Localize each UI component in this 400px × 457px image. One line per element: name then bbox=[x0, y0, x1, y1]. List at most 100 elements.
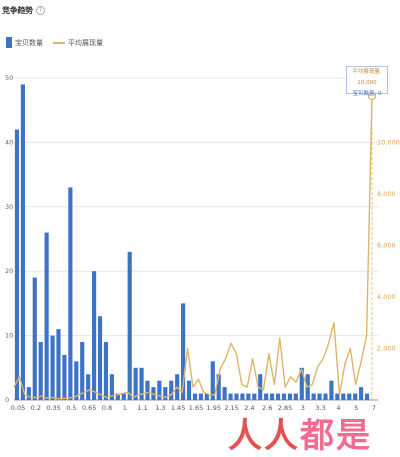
x-tick-label: 1.45 bbox=[171, 404, 185, 412]
bar bbox=[347, 393, 352, 400]
bar bbox=[44, 232, 49, 400]
bar bbox=[359, 387, 364, 400]
x-tick-label: 4 bbox=[336, 404, 340, 412]
bar bbox=[258, 374, 263, 400]
x-tick-label: 0.05 bbox=[11, 404, 25, 412]
legend-swatch-bars bbox=[6, 37, 12, 48]
bar bbox=[204, 393, 209, 400]
chart-title: 竞争趋势? bbox=[2, 5, 45, 16]
x-tick-label: 0.65 bbox=[82, 404, 96, 412]
x-tick-label: 1.65 bbox=[189, 404, 203, 412]
bar bbox=[109, 374, 114, 400]
bar bbox=[192, 393, 198, 400]
y-tick-label: 30 bbox=[5, 203, 13, 211]
bar bbox=[20, 84, 25, 400]
bar bbox=[287, 393, 292, 400]
bar bbox=[323, 393, 328, 400]
bar bbox=[14, 129, 20, 400]
x-tick-label: 0.35 bbox=[46, 404, 60, 412]
x-tick-label: 3.3 bbox=[315, 404, 325, 412]
chart-title-text: 竞争趋势 bbox=[2, 6, 33, 15]
y-tick-label: 50 bbox=[5, 74, 13, 82]
watermark-part-1: 人人 bbox=[228, 416, 300, 456]
bar bbox=[169, 380, 174, 400]
x-tick-label: 1.3 bbox=[155, 404, 165, 412]
bar bbox=[311, 393, 316, 400]
bar bbox=[353, 393, 358, 400]
x-tick-label: 7 bbox=[372, 404, 376, 412]
series-line bbox=[13, 95, 373, 400]
y-right-tick-label: 2,000 bbox=[377, 344, 396, 352]
bar bbox=[234, 393, 239, 400]
y-right-tick-label: 4,000 bbox=[377, 293, 396, 301]
x-tick-label: 2.85 bbox=[278, 404, 292, 412]
bar bbox=[68, 187, 73, 400]
bar bbox=[216, 374, 221, 400]
bar bbox=[80, 342, 85, 400]
watermark-part-2: 都是 bbox=[300, 416, 372, 456]
bar bbox=[56, 329, 61, 400]
bar bbox=[139, 367, 144, 400]
bar bbox=[92, 271, 97, 400]
y-right-tick-label: 6,000 bbox=[377, 241, 396, 249]
watermark: 人人都是 bbox=[228, 408, 372, 457]
bar bbox=[26, 387, 31, 400]
bar bbox=[50, 335, 55, 400]
y-right-tick-label: 10,000 bbox=[377, 138, 400, 146]
x-tick-label: 0.8 bbox=[102, 404, 112, 412]
bar bbox=[121, 393, 126, 400]
bar bbox=[293, 393, 298, 400]
bar bbox=[281, 393, 287, 400]
legend: 宝贝数量 平均展现量 bbox=[6, 37, 103, 48]
bar bbox=[62, 354, 67, 400]
x-tick-label: 1.95 bbox=[207, 404, 221, 412]
bar bbox=[364, 393, 370, 400]
tooltip-line2: 宝贝数量: 0 bbox=[352, 91, 382, 97]
bar bbox=[252, 393, 257, 400]
x-tick-label: 1 bbox=[123, 404, 127, 412]
y-tick-label: 40 bbox=[5, 138, 13, 146]
y-tick-label: 0 bbox=[5, 396, 9, 404]
bar bbox=[86, 374, 91, 400]
y-tick-label: 10 bbox=[5, 332, 13, 340]
legend-label-bars[interactable]: 宝贝数量 bbox=[15, 38, 43, 47]
bar bbox=[246, 393, 251, 400]
bar bbox=[341, 393, 346, 400]
bar bbox=[127, 251, 132, 400]
bar bbox=[145, 380, 150, 400]
legend-label-line[interactable]: 平均展现量 bbox=[68, 38, 103, 47]
bar bbox=[222, 387, 227, 400]
x-tick-label: 0.2 bbox=[31, 404, 41, 412]
bar bbox=[32, 277, 37, 400]
bar bbox=[186, 380, 192, 400]
bar bbox=[74, 361, 79, 400]
bar bbox=[157, 380, 162, 400]
bar bbox=[103, 342, 109, 400]
bar bbox=[198, 393, 203, 400]
bar bbox=[335, 393, 340, 400]
bar bbox=[38, 342, 43, 400]
help-icon[interactable]: ? bbox=[35, 6, 45, 15]
bar bbox=[115, 393, 120, 400]
bar bbox=[275, 393, 281, 400]
bar bbox=[228, 393, 233, 400]
x-tick-label: 5 bbox=[354, 404, 358, 412]
y-tick-label: 20 bbox=[5, 267, 13, 275]
bar bbox=[97, 316, 103, 400]
bar bbox=[181, 303, 186, 400]
x-tick-label: 1.1 bbox=[137, 404, 147, 412]
bar bbox=[133, 367, 138, 400]
x-tick-label: 2.4 bbox=[244, 404, 254, 412]
bar bbox=[264, 393, 269, 400]
bar bbox=[240, 393, 245, 400]
legend-swatch-line bbox=[53, 41, 65, 44]
bar bbox=[299, 367, 304, 400]
x-tick-label: 3 bbox=[301, 404, 305, 412]
bar bbox=[210, 361, 215, 400]
y-right-tick-label: 8,000 bbox=[377, 190, 396, 198]
bar bbox=[317, 393, 322, 400]
x-tick-label: 2.6 bbox=[262, 404, 272, 412]
x-tick-label: 0.5 bbox=[66, 404, 76, 412]
tooltip-line1: 平均展现量: 10,000 bbox=[352, 69, 382, 86]
bar bbox=[270, 393, 275, 400]
